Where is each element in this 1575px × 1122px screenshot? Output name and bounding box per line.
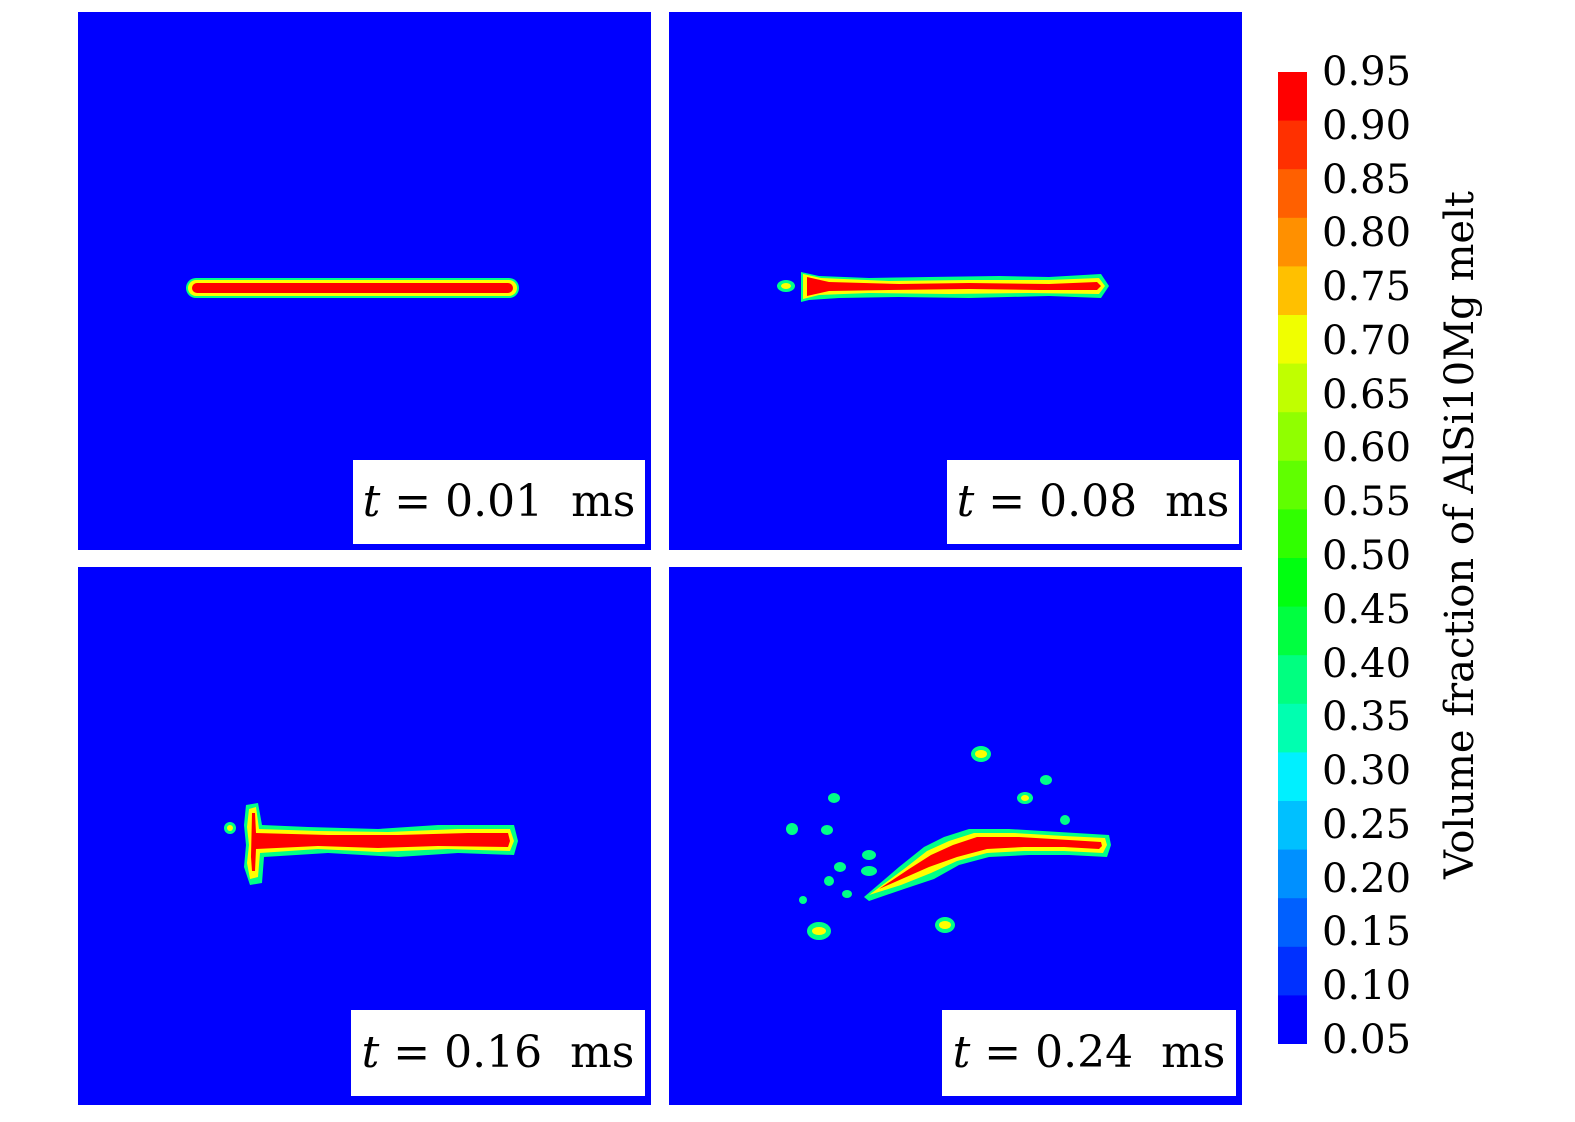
colorbar-tick-label: 0.20 (1322, 855, 1412, 902)
colorbar-tick-label: 0.40 (1322, 640, 1412, 687)
melt-track-core (251, 813, 510, 871)
simulation-panel-t008: t = 0.08 ms (669, 12, 1242, 550)
colorbar (1278, 72, 1307, 1044)
melt-track-core (879, 837, 1102, 889)
colorbar-band (1278, 655, 1307, 705)
colorbar-band (1278, 72, 1307, 122)
melt-track-core (192, 283, 513, 293)
colorbar-tick-label: 0.60 (1322, 425, 1412, 472)
colorbar-tick-label: 0.85 (1322, 156, 1412, 203)
simulation-panel-t024: t = 0.24 ms (669, 567, 1242, 1105)
colorbar-band (1278, 412, 1307, 462)
colorbar-band (1278, 266, 1307, 316)
colorbar-band (1278, 363, 1307, 413)
colorbar-band (1278, 217, 1307, 267)
colorbar-tick-label: 0.25 (1322, 801, 1412, 848)
melt-field-t024 (786, 746, 1111, 940)
colorbar-band (1278, 315, 1307, 365)
melt-track-edge (869, 833, 1107, 895)
colorbar-tick-label: 0.35 (1322, 694, 1412, 741)
colorbar-tick-label: 0.05 (1322, 1017, 1412, 1063)
colorbar-tick-label: 0.75 (1322, 264, 1412, 311)
colorbar-band (1278, 752, 1307, 802)
simulation-panel-t001: t = 0.01 ms (78, 12, 651, 550)
colorbar-band (1278, 169, 1307, 219)
melt-field-t016 (224, 803, 518, 885)
colorbar-tick-label: 0.15 (1322, 909, 1412, 956)
colorbar-band (1278, 849, 1307, 899)
colorbar-band (1278, 558, 1307, 608)
melt-field-t001 (186, 278, 519, 298)
colorbar-band (1278, 995, 1307, 1044)
colorbar-band (1278, 606, 1307, 656)
colorbar-tick-label: 0.55 (1322, 479, 1412, 526)
colorbar-tick-label: 0.80 (1322, 210, 1412, 257)
melt-track-core (807, 277, 1101, 296)
colorbar-band (1278, 946, 1307, 996)
colorbar-band (1278, 898, 1307, 948)
colorbar-tick-label: 0.10 (1322, 963, 1412, 1010)
colorbar-tick-label: 0.95 (1322, 49, 1412, 95)
colorbar-band (1278, 460, 1307, 510)
colorbar-tick-label: 0.45 (1322, 586, 1412, 633)
simulation-panel-t016: t = 0.16 ms (78, 567, 651, 1105)
colorbar-band (1278, 120, 1307, 170)
melt-field-t008 (777, 272, 1109, 302)
time-label-t001: t = 0.01 ms (353, 460, 645, 544)
colorbar-band (1278, 801, 1307, 851)
melt-droplet-cores (812, 750, 1029, 935)
colorbar-band (1278, 703, 1307, 753)
colorbar-title: Volume fraction of AlSi10Mg melt (1437, 191, 1483, 879)
time-label-t008: t = 0.08 ms (947, 460, 1239, 544)
colorbar-tick-label: 0.30 (1322, 748, 1412, 795)
colorbar-tick-label: 0.70 (1322, 317, 1412, 364)
time-label-t016: t = 0.16 ms (351, 1010, 645, 1096)
colorbar-tick-label: 0.90 (1322, 102, 1412, 149)
colorbar-band (1278, 509, 1307, 559)
colorbar-tick-label: 0.65 (1322, 371, 1412, 418)
time-label-t024: t = 0.24 ms (942, 1010, 1236, 1096)
colorbar-tick-label: 0.50 (1322, 533, 1412, 579)
